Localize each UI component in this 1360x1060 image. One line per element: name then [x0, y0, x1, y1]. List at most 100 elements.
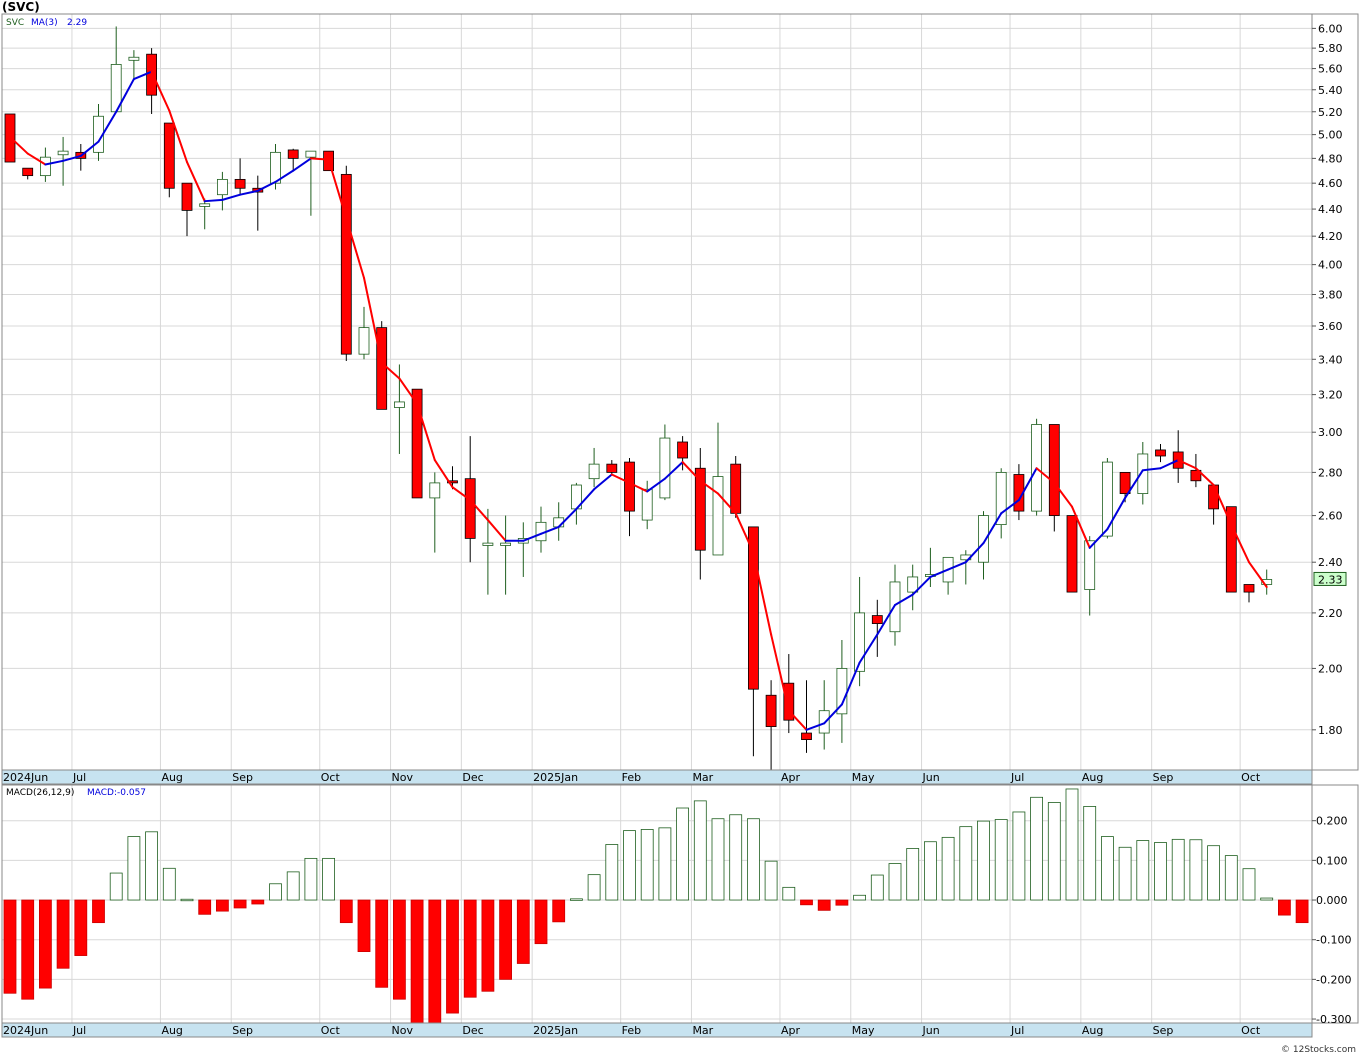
ma-segment — [858, 633, 879, 664]
macd-tick-label: -0.200 — [1316, 973, 1351, 986]
macd-bar-negative — [215, 899, 229, 912]
macd-bar-negative — [357, 899, 371, 952]
macd-bar-negative — [552, 899, 566, 923]
ma-segment — [1248, 561, 1268, 589]
ma-segment — [1141, 467, 1162, 472]
candle-up — [1031, 418, 1042, 516]
candle-body — [22, 167, 34, 177]
candle-body — [305, 150, 317, 158]
candle-body — [1048, 424, 1060, 516]
month-label: Aug — [1082, 1024, 1103, 1037]
macd-bar-positive — [994, 819, 1008, 901]
month-label: Jul — [72, 771, 86, 784]
macd-bar-positive — [1065, 788, 1079, 901]
macd-bar-negative — [800, 899, 813, 906]
candle-up — [1137, 441, 1149, 505]
candle-up — [358, 306, 370, 360]
price-month-axis-bar — [1, 769, 1313, 785]
price-tick-label: 3.60 — [1318, 320, 1343, 333]
candle-body — [588, 463, 600, 480]
ma-segment — [274, 169, 295, 183]
candle-body — [57, 150, 69, 156]
ma-segment — [628, 481, 649, 493]
candle-up — [641, 480, 653, 530]
macd-bar-negative — [56, 899, 70, 969]
ma-segment — [646, 477, 666, 493]
macd-bar-positive — [906, 848, 920, 901]
macd-bar-negative — [534, 899, 548, 945]
month-label: Oct — [1241, 771, 1261, 784]
month-label: Mar — [692, 1024, 713, 1037]
candle-up — [199, 198, 211, 230]
candle-up — [1261, 569, 1273, 595]
ma-segment — [451, 486, 472, 502]
ma-segment — [734, 512, 755, 554]
macd-bar-positive — [729, 814, 743, 901]
candle-body — [358, 327, 370, 355]
candle-body — [659, 437, 671, 499]
ma-segment — [327, 158, 348, 220]
candle-up — [712, 422, 724, 556]
macd-bar-positive — [623, 830, 636, 901]
candle-body — [340, 173, 352, 355]
candle-body — [801, 732, 812, 740]
candle-down — [1225, 506, 1237, 593]
macd-bar-positive — [640, 829, 654, 901]
macd-bar-negative — [817, 899, 831, 911]
ma-segment — [593, 473, 613, 491]
candle-down — [694, 447, 706, 580]
candle-body — [1155, 449, 1166, 457]
month-label: Nov — [392, 771, 414, 784]
month-label: 2024Jun — [3, 1024, 48, 1037]
month-label: Feb — [622, 1024, 641, 1037]
ma-segment — [540, 525, 560, 535]
candle-body — [854, 612, 865, 672]
candle-down — [765, 680, 777, 785]
price-tick-label: 2.60 — [1318, 510, 1343, 523]
candle-body — [411, 388, 423, 499]
ma-segment — [557, 507, 578, 528]
macd-tick-label: 0.200 — [1316, 815, 1348, 828]
macd-bar-negative — [92, 899, 105, 924]
price-tick-label: 4.20 — [1318, 230, 1343, 243]
month-label: Sep — [232, 1024, 253, 1037]
candle-body — [128, 56, 140, 61]
price-tick-label: 4.00 — [1318, 259, 1343, 272]
macd-bar-positive — [127, 836, 141, 901]
month-label: Mar — [692, 771, 713, 784]
candle-body — [1137, 453, 1149, 494]
price-tick-label: 1.80 — [1318, 724, 1343, 737]
candle-down — [1190, 453, 1202, 488]
candle-body — [1225, 506, 1237, 593]
macd-bar-positive — [676, 807, 689, 901]
ma-segment — [115, 78, 135, 113]
ma-segment — [1230, 523, 1250, 564]
macd-bar-negative — [339, 899, 353, 924]
month-label: Sep — [1153, 771, 1174, 784]
candle-body — [1190, 469, 1202, 482]
month-label: Oct — [321, 1024, 341, 1037]
ma-segment — [787, 709, 808, 731]
month-labels-layer: 2024Jun 2024Jun Jul Jul Aug Aug Sep Sep Oct Oct No… — [3, 771, 1261, 1037]
candle-body — [641, 488, 653, 521]
candle-body — [978, 515, 989, 563]
ma-segment — [79, 140, 100, 157]
month-label: Jul — [1010, 1024, 1024, 1037]
candle-up — [216, 171, 228, 211]
macd-bar-positive — [109, 872, 123, 901]
macd-bar-positive — [888, 863, 902, 901]
macd-bar-positive — [764, 860, 778, 901]
ma-segment — [1035, 467, 1056, 484]
candle-up — [305, 150, 317, 216]
candle-body — [783, 682, 795, 721]
month-label: Sep — [1153, 1024, 1174, 1037]
candle-body — [1243, 584, 1255, 593]
macd-legend-value: MACD:-0.057 — [87, 788, 146, 798]
month-label: Sep — [232, 771, 253, 784]
candle-body — [500, 542, 512, 546]
macd-bar-negative — [74, 899, 88, 956]
ma-segment — [947, 561, 967, 571]
candle-down — [801, 680, 812, 753]
macd-bar-positive — [959, 826, 973, 901]
candle-down — [606, 460, 618, 475]
